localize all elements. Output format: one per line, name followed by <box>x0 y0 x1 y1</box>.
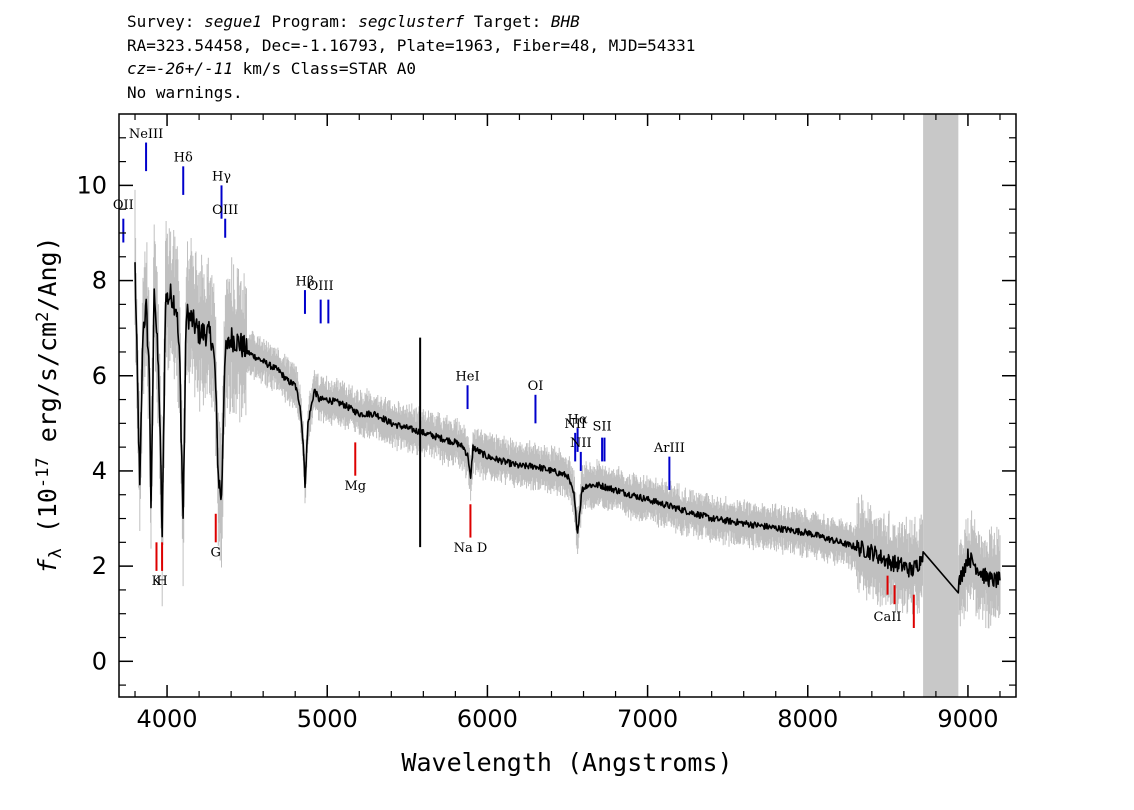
line-label-caii: CaII <box>874 610 902 625</box>
y-axis-label-part: (10 <box>33 488 62 548</box>
y-axis-label-part: /Ang) <box>33 236 62 311</box>
line-label-oiii: OIII <box>308 279 334 294</box>
cz-value: cz=-26+/-11 <box>127 59 233 78</box>
y-tick-label: 0 <box>92 647 107 675</box>
y-tick-label: 6 <box>92 362 107 390</box>
line-label-ariii: ArIII <box>653 441 685 456</box>
line-label-hγ: Hγ <box>212 170 231 185</box>
plot-frame <box>118 113 1017 698</box>
x-tick-label: 9000 <box>937 705 998 733</box>
line-label-na-d: Na D <box>454 541 488 556</box>
masked-region-band <box>923 114 959 697</box>
x-axis-label: Wavelength (Angstroms) <box>401 748 732 777</box>
line-label-oi: OI <box>528 379 544 394</box>
header-line-4: No warnings. <box>127 82 243 102</box>
header-line-1: Survey: segue1 Program: segclusterf Targ… <box>127 10 695 34</box>
header-line-3: cz=-26+/-11 km/s Class=STAR A0 <box>127 57 695 81</box>
target-value: BHB <box>550 12 580 31</box>
spectral-line-markers: OIINeIIIHδHγOIIIHβOIIIHeIOINIIHαNIISIIAr… <box>113 127 915 628</box>
y-tick-label: 4 <box>92 457 107 485</box>
line-label-g: G <box>211 546 221 561</box>
flux-line <box>134 262 1001 594</box>
axis-ticks: 4000 5000 6000 7000 8000 9000 0 2 4 6 8 10 <box>76 114 1016 733</box>
x-tick-label: 5000 <box>297 705 358 733</box>
class-text: km/s Class=STAR A0 <box>232 59 416 78</box>
line-label-hα: Hα <box>568 412 588 427</box>
line-label-nii: NII <box>564 417 586 432</box>
y-tick-label: 2 <box>92 552 107 580</box>
line-label-oiii: OIII <box>212 203 238 218</box>
error-band <box>134 189 1001 629</box>
y-tick-label: 10 <box>76 171 107 199</box>
line-label-mg: Mg <box>344 479 366 494</box>
y-axis-label-part: λ <box>46 548 66 558</box>
program-label: Program: <box>261 12 359 31</box>
y-axis-label-part: 2 <box>33 312 53 322</box>
line-label-nii: NII <box>570 436 592 451</box>
flux-series <box>134 262 1001 594</box>
line-label-neiii: NeIII <box>129 127 163 142</box>
y-axis-label-part: f <box>33 558 62 574</box>
x-tick-label: 4000 <box>137 705 198 733</box>
line-label-hei: HeI <box>455 370 479 385</box>
x-tick-label: 6000 <box>457 705 518 733</box>
header-line-2: RA=323.54458, Dec=-1.16793, Plate=1963, … <box>127 35 696 55</box>
line-label-h: H <box>156 574 167 589</box>
masked-region <box>923 114 959 697</box>
line-label-k: K <box>152 574 162 589</box>
y-axis-label-part: erg/s/cm <box>33 322 62 457</box>
program-value: segclusterf <box>358 12 465 31</box>
x-tick-label: 7000 <box>617 705 678 733</box>
y-axis-label-part: -17 <box>33 457 53 488</box>
spectrum-header: Survey: segue1 Program: segclusterf Targ… <box>127 10 695 104</box>
target-label: Target: <box>464 12 551 31</box>
line-label-oii: OII <box>113 198 134 213</box>
survey-value: segue1 <box>204 12 262 31</box>
line-label-sii: SII <box>593 419 612 434</box>
y-tick-label: 8 <box>92 267 107 295</box>
survey-label: Survey: <box>127 12 205 31</box>
line-label-hδ: Hδ <box>174 151 193 166</box>
x-tick-label: 8000 <box>777 705 838 733</box>
line-label-hβ: Hβ <box>296 274 315 289</box>
y-axis-label: fλ (10-17 erg/s/cm2/Ang) <box>33 236 66 573</box>
error-band-path <box>134 189 1001 629</box>
